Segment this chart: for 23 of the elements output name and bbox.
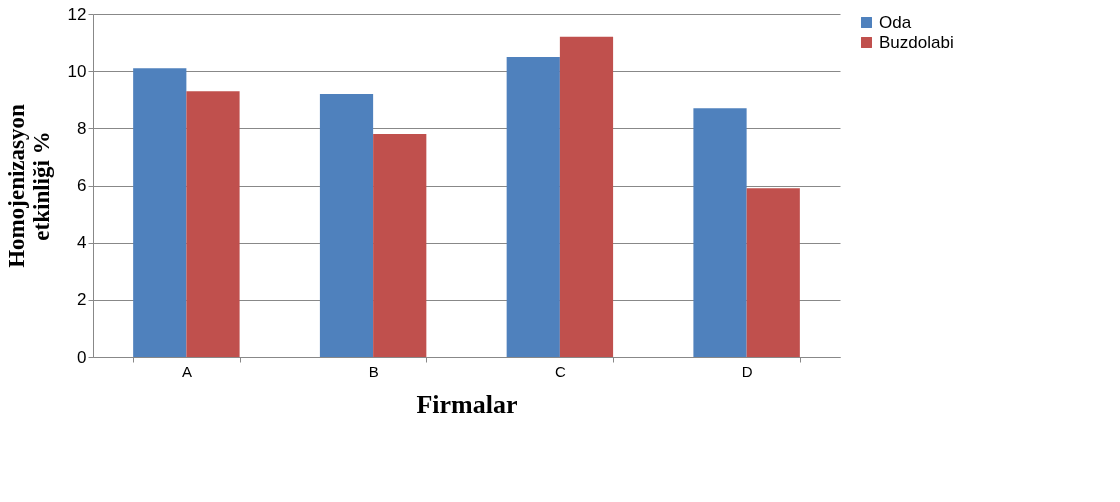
y-tick-label: 8 [77,118,87,138]
bar [559,36,614,357]
x-tick-label: B [368,362,379,380]
x-tick-label: D [741,362,753,380]
y-tick-label: 4 [77,233,87,253]
bar [319,94,374,357]
x-axis-title: Firmalar [416,389,518,419]
y-tick-label: 12 [67,4,87,24]
x-tick-label: C [554,362,566,380]
bar [746,188,800,357]
bar [693,108,747,357]
y-tick-label: 2 [77,290,87,310]
y-axis-title: Homojenizasyon etkinliği % [3,104,54,268]
legend-label: Buzdolabi [879,32,954,52]
x-tick-label: A [181,362,192,380]
bar [186,91,240,357]
y-tick-label: 0 [77,347,87,367]
y-tick-label: 6 [77,176,87,195]
bar [373,134,427,357]
legend-label: Oda [879,12,912,32]
y-tick-label: 10 [67,61,87,81]
bar [506,56,560,357]
bar [133,68,187,357]
